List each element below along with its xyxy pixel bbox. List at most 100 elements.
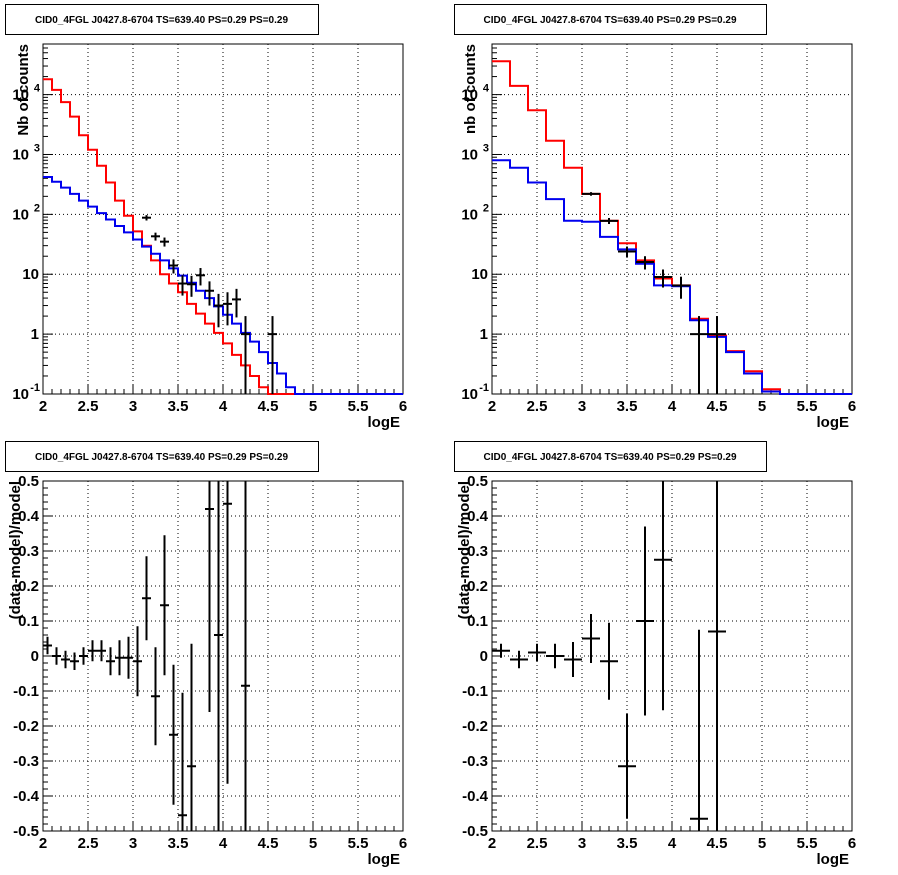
- x-tick-label: 2.5: [78, 398, 99, 415]
- data-point: [187, 643, 196, 831]
- x-tick-label: 3.5: [168, 835, 189, 852]
- x-tick-label: 6: [848, 835, 856, 852]
- data-point: [636, 256, 654, 270]
- chart-title: CID0_4FGL J0427.8-6704 TS=639.40 PS=0.29…: [35, 452, 288, 463]
- y-tick-label: 0.5: [18, 473, 39, 490]
- data-point: [618, 713, 636, 819]
- x-axis-label: logE: [817, 851, 850, 868]
- data-point: [672, 276, 690, 299]
- y-axis-label: (data-model)/model: [7, 481, 24, 619]
- data-point: [214, 481, 223, 831]
- data-point: [124, 636, 133, 679]
- y-tick-label: 10: [22, 266, 39, 283]
- model-series-line-2: [492, 159, 852, 395]
- y-tick-label: 0.3: [18, 543, 39, 560]
- data-point: [61, 650, 70, 669]
- y-tick-label: -0.4: [13, 788, 40, 805]
- data-point: [241, 481, 250, 831]
- y-tick-label: 0.1: [467, 613, 488, 630]
- y-tick-label: 10: [461, 206, 478, 223]
- y-tick-label: 1: [31, 326, 39, 343]
- data-point: [241, 316, 250, 394]
- x-tick-label: 5: [309, 398, 317, 415]
- data-point: [708, 316, 726, 394]
- data-point: [618, 246, 636, 258]
- title-box: [5, 4, 319, 35]
- data-point: [178, 692, 187, 831]
- x-tick-label: 4: [668, 398, 677, 415]
- data-point: [223, 292, 232, 326]
- y-tick-label: -0.4: [462, 788, 489, 805]
- data-point: [142, 215, 151, 221]
- y-tick-label: 10: [461, 146, 478, 163]
- x-tick-label: 5.5: [797, 835, 818, 852]
- y-tick-label: 10: [471, 266, 488, 283]
- chart-panel-3: 2 2.5 3 3.5 4 4.5 5 5.5 6 -0.5 -0.4 -0.3 -0.2 -0.1 0 0.…: [5, 441, 407, 868]
- chart-title: CID0_4FGL J0427.8-6704 TS=639.40 PS=0.29…: [35, 15, 288, 26]
- x-tick-label: 5: [309, 835, 317, 852]
- y-axis-label: Nb of counts: [15, 44, 32, 136]
- data-point: [142, 556, 151, 641]
- data-point: [205, 481, 214, 712]
- x-tick-label: 5.5: [348, 398, 369, 415]
- data-point: [690, 629, 708, 831]
- x-tick-label: 3: [578, 835, 586, 852]
- data-point: [546, 643, 564, 669]
- data-point: [187, 275, 196, 297]
- x-tick-label: 2.5: [527, 398, 548, 415]
- y-tick-label: 10: [12, 386, 29, 403]
- x-tick-label: 3.5: [168, 398, 189, 415]
- y-tick-label: -0.2: [462, 718, 488, 735]
- y-tick-label: 0.1: [18, 613, 39, 630]
- y-tick-exponent: 2: [34, 202, 40, 214]
- y-tick-exponent: 4: [483, 83, 490, 95]
- data-point: [654, 269, 672, 288]
- y-tick-label: 0: [480, 648, 488, 665]
- y-axis-label: (data-model)/model: [456, 481, 473, 619]
- y-tick-exponent: -1: [30, 382, 40, 394]
- data-point: [510, 650, 528, 669]
- x-axis-label: logE: [368, 851, 401, 868]
- chart-panel-4: 2 2.5 3 3.5 4 4.5 5 5.5 6 -0.5 -0.4 -0.3 -0.2 -0.1 0 0.…: [454, 441, 856, 868]
- data-point: [151, 232, 160, 241]
- x-tick-label: 5.5: [797, 398, 818, 415]
- y-tick-exponent: 4: [34, 83, 41, 95]
- model-series-line-2: [43, 176, 403, 395]
- data-point: [600, 217, 618, 225]
- data-point: [70, 652, 79, 670]
- data-point: [79, 647, 88, 665]
- x-axis-label: logE: [368, 414, 401, 431]
- x-tick-label: 2: [488, 398, 496, 415]
- data-point: [151, 647, 160, 746]
- data-point: [636, 526, 654, 716]
- y-tick-label: 0.2: [18, 578, 39, 595]
- data-point: [115, 640, 124, 676]
- x-tick-label: 2: [39, 398, 47, 415]
- data-point: [708, 481, 726, 831]
- data-point: [133, 626, 142, 697]
- x-tick-label: 5: [758, 835, 766, 852]
- x-tick-label: 3: [129, 398, 137, 415]
- y-tick-label: 0.4: [467, 508, 489, 525]
- data-point: [600, 622, 618, 700]
- x-tick-label: 4.5: [258, 835, 279, 852]
- data-point: [160, 535, 169, 676]
- data-point: [528, 643, 546, 662]
- x-tick-label: 5: [758, 398, 766, 415]
- x-tick-label: 6: [399, 398, 407, 415]
- y-tick-label: 10: [461, 87, 478, 104]
- data-point: [690, 316, 708, 394]
- title-box: [454, 441, 767, 472]
- y-tick-label: 10: [12, 206, 29, 223]
- y-tick-exponent: 3: [34, 142, 40, 154]
- x-tick-label: 4: [219, 835, 228, 852]
- x-tick-label: 2.5: [78, 835, 99, 852]
- y-tick-exponent: 2: [483, 202, 489, 214]
- data-point: [654, 481, 672, 711]
- y-tick-label: -0.5: [462, 823, 488, 840]
- data-point: [97, 640, 106, 662]
- y-tick-label: -0.1: [462, 683, 488, 700]
- x-tick-label: 5.5: [348, 835, 369, 852]
